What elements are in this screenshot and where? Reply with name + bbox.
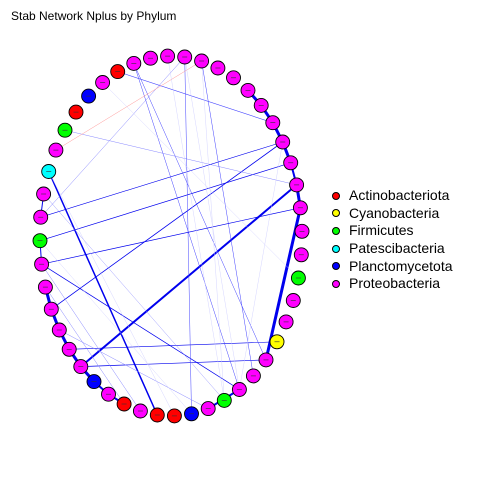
legend-label: Patescibacteria — [349, 240, 445, 257]
legend-label: Proteobacteria — [349, 275, 441, 292]
network-node — [292, 200, 308, 216]
legend-swatch — [332, 244, 340, 253]
network-edge — [39, 162, 292, 242]
network-node — [166, 408, 182, 424]
legend-label: Planctomycetota — [349, 257, 453, 274]
network-node — [95, 75, 111, 90]
network-edge — [68, 341, 278, 350]
network-edge — [80, 359, 267, 367]
network-edge — [59, 329, 209, 409]
network-node — [231, 382, 247, 397]
network-node — [116, 396, 132, 412]
network-edge — [43, 193, 225, 401]
network-node — [226, 70, 241, 86]
network-node — [200, 401, 216, 417]
network-node — [283, 155, 299, 171]
legend-item: Firmicutes — [331, 222, 453, 240]
network-node — [143, 50, 158, 66]
network-edge — [102, 82, 299, 279]
network-edge — [41, 263, 240, 390]
network-node — [36, 186, 52, 202]
network-node — [210, 60, 226, 76]
network-edge — [40, 56, 185, 218]
legend-item: Patescibacteria — [331, 240, 453, 258]
node-layer — [32, 48, 310, 424]
network-edge — [117, 71, 274, 123]
network-node — [285, 293, 301, 308]
network-node — [43, 301, 59, 317]
network-node — [48, 142, 64, 158]
network-edge — [184, 56, 240, 390]
network-node — [293, 247, 309, 263]
network-edge — [39, 240, 192, 414]
legend-item: Planctomycetota — [331, 257, 453, 275]
network-node — [32, 233, 48, 249]
network-edge — [201, 60, 254, 377]
network-node — [275, 134, 291, 150]
network-edge — [41, 207, 301, 265]
network-node — [177, 49, 193, 65]
network-node — [86, 374, 102, 390]
legend: Actinobacteriota Cyanobacteria Firmicute… — [331, 187, 453, 293]
network-node — [265, 115, 281, 131]
network-edge — [50, 141, 284, 310]
legend-label: Actinobacteriota — [349, 187, 450, 204]
network-node — [294, 223, 310, 239]
network-node — [61, 341, 77, 357]
network-node — [101, 386, 116, 402]
network-node — [240, 82, 256, 98]
network-node — [68, 104, 84, 120]
network-node — [245, 368, 261, 384]
network-edge — [239, 141, 283, 390]
network-node — [258, 352, 274, 368]
network-node — [269, 334, 285, 350]
legend-swatch — [332, 226, 340, 235]
network-node — [253, 97, 269, 113]
network-node — [278, 314, 294, 330]
network-node — [33, 209, 49, 225]
network-node — [216, 392, 232, 408]
network-edge — [45, 286, 125, 405]
network-node — [37, 279, 53, 295]
network-node — [289, 177, 305, 193]
legend-swatch — [332, 262, 340, 271]
network-node — [160, 48, 176, 64]
legend-item: Proteobacteria — [331, 275, 453, 293]
network-node — [126, 55, 142, 71]
network-edge — [133, 63, 267, 361]
network-edge — [64, 129, 297, 186]
network-node — [184, 406, 199, 422]
network-edge — [48, 171, 175, 417]
network-node — [290, 270, 306, 286]
network-edge — [167, 55, 225, 401]
network-edge — [40, 141, 284, 218]
plot-title: Stab Network Nplus by Phylum — [11, 9, 177, 23]
network-edge — [264, 206, 302, 362]
network-edge — [55, 60, 202, 151]
legend-swatch — [332, 209, 340, 218]
legend-swatch — [332, 279, 340, 288]
network-node — [34, 256, 50, 272]
network-edge — [184, 56, 192, 415]
legend-swatch — [332, 191, 340, 200]
network-node — [73, 359, 89, 375]
network-node — [57, 122, 73, 138]
network-node — [132, 403, 148, 419]
legend-label: Firmicutes — [349, 222, 414, 239]
legend-item: Cyanobacteria — [331, 205, 453, 223]
network-edge — [41, 263, 141, 412]
network-edge — [201, 60, 225, 401]
network-node — [149, 407, 165, 423]
network-edge — [47, 170, 159, 416]
network-node — [110, 64, 126, 80]
legend-item: Actinobacteriota — [331, 187, 453, 205]
network-edge — [133, 63, 240, 390]
network-node — [194, 53, 210, 69]
network-node — [81, 88, 97, 104]
legend-label: Cyanobacteria — [349, 204, 440, 221]
network-node — [51, 322, 67, 338]
network-node — [41, 164, 57, 179]
